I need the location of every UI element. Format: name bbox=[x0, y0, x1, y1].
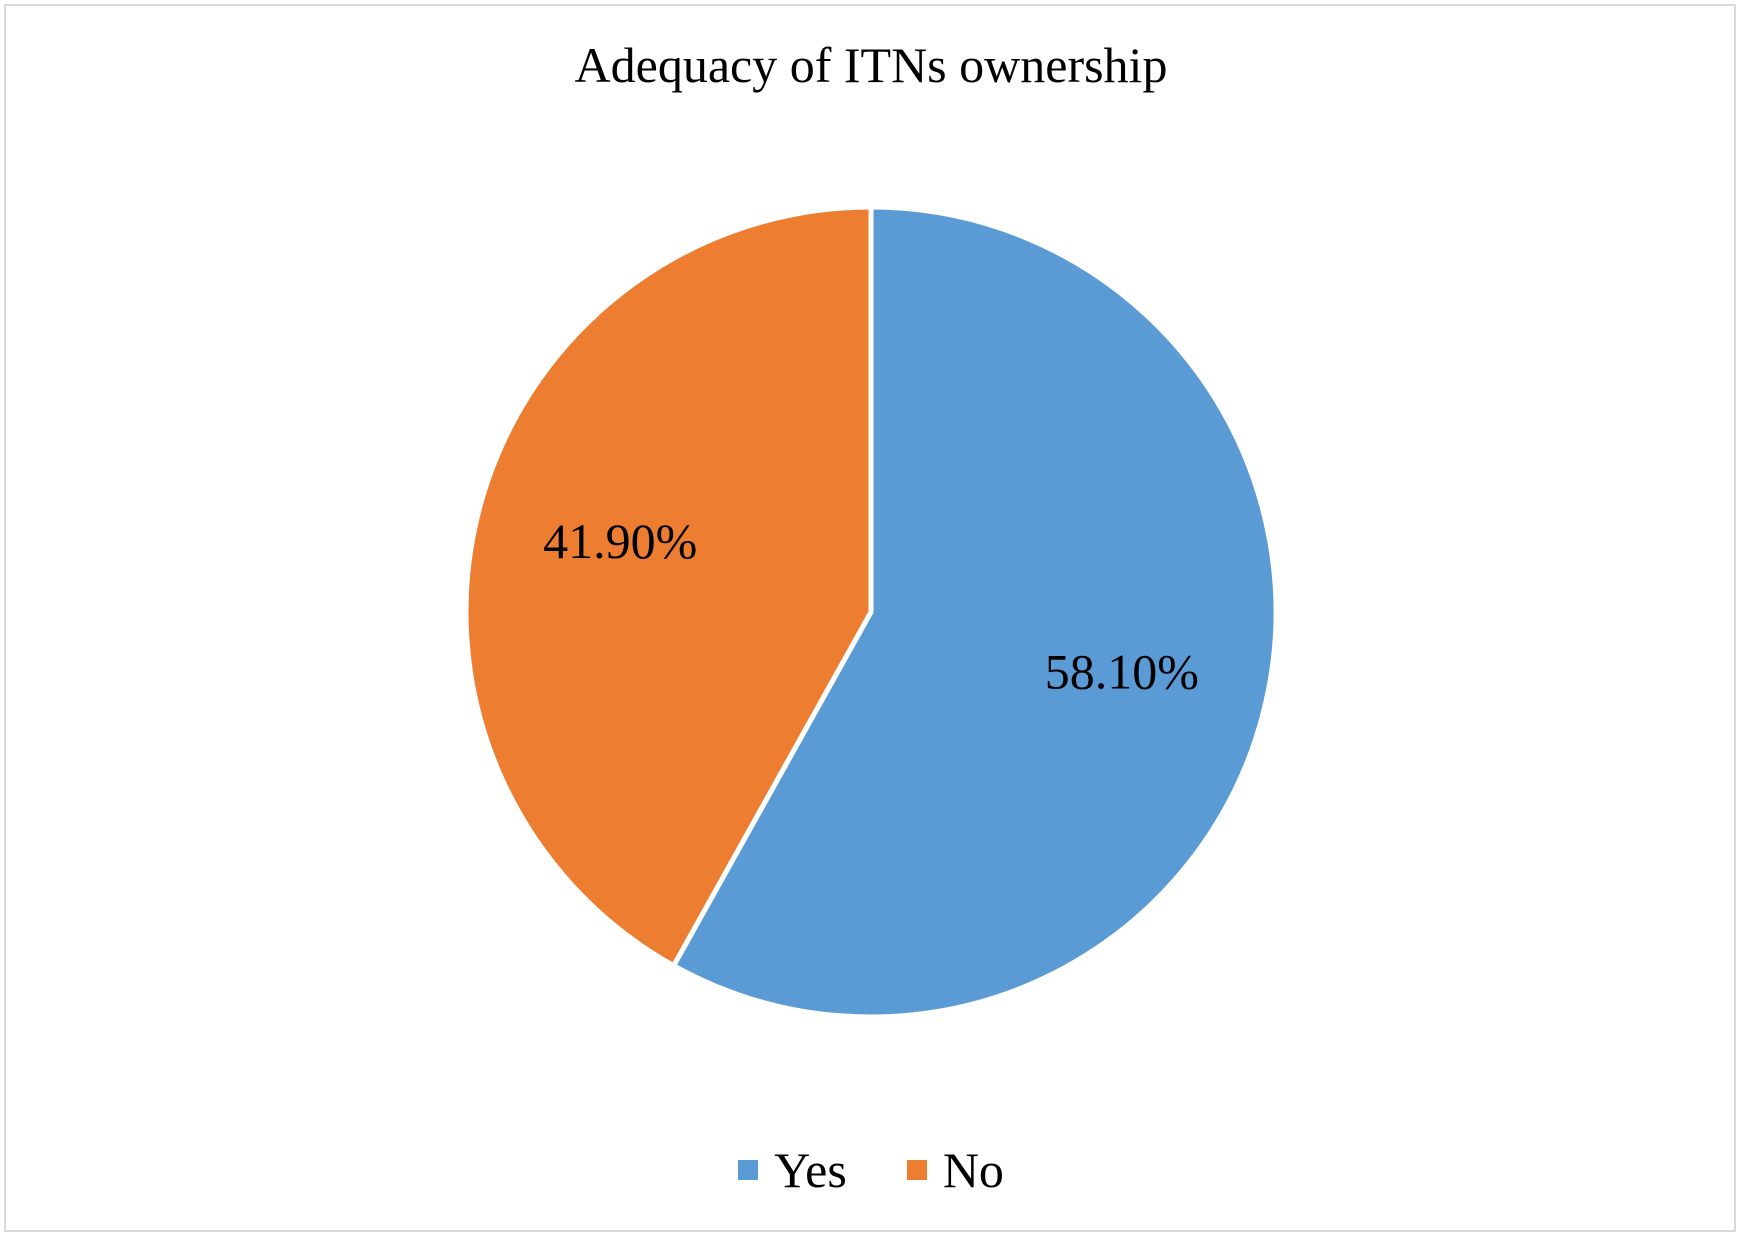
legend: Yes No bbox=[0, 1140, 1742, 1200]
legend-item-no: No bbox=[906, 1140, 1004, 1200]
data-label-no: 41.90% bbox=[543, 513, 697, 569]
pie-data-labels: 58.10% 41.90% bbox=[543, 513, 1199, 699]
chart-title: Adequacy of ITNs ownership bbox=[574, 37, 1168, 93]
legend-swatch-yes bbox=[738, 1160, 759, 1180]
pie-slice-yes bbox=[671, 204, 1279, 1020]
pie-slices bbox=[463, 204, 1279, 1020]
legend-label-yes: Yes bbox=[774, 1142, 847, 1198]
legend-swatch-no bbox=[906, 1160, 927, 1180]
legend-label-no: No bbox=[942, 1142, 1004, 1198]
legend-item-yes: Yes bbox=[738, 1140, 847, 1200]
pie-slice-no bbox=[463, 204, 874, 969]
data-label-yes: 58.10% bbox=[1045, 644, 1199, 700]
